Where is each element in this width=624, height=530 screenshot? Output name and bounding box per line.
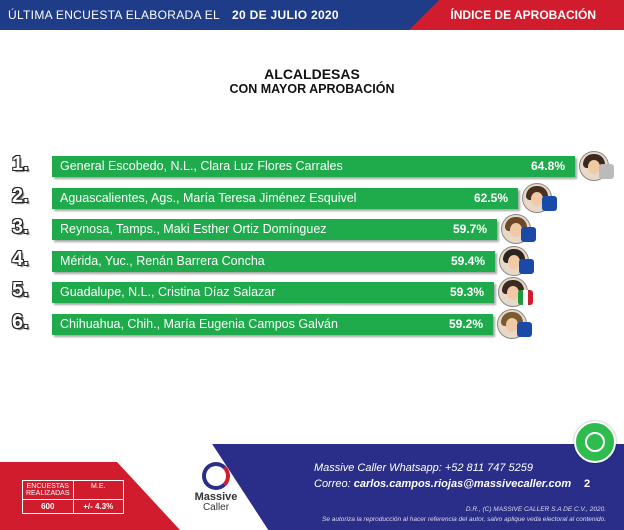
whatsapp-contact: Massive Caller Whatsapp: +52 811 747 525… [314,462,534,474]
rank-number: 5. [12,279,29,301]
party-badge-icon [519,259,534,274]
legal-note: Se autoriza la reproducción al hacer ref… [321,516,606,523]
party-badge-icon [599,164,614,179]
party-badge-icon [518,290,533,305]
survey-date-line: ÚLTIMA ENCUESTA ELABORADA EL 20 DE JULIO … [0,0,428,30]
rank-number: 4. [12,248,29,270]
email-address[interactable]: carlos.campos.riojas@massivecaller.com [353,478,572,490]
bar-label: Reynosa, Tamps., Maki Esther Ortiz Domín… [60,222,327,236]
massive-caller-logo: Massive Caller [186,462,246,513]
party-badge-icon [521,227,536,242]
bar: Reynosa, Tamps., Maki Esther Ortiz Domín… [52,219,497,240]
stats-header-surveys: ENCUESTAS REALIZADAS [25,483,70,497]
bar-value-label: 59.7% [452,222,487,236]
stats-value-margin: +/- 4.3% [72,499,123,513]
survey-date-label: ÚLTIMA ENCUESTA ELABORADA EL [8,8,221,22]
email-label: Correo: [314,478,351,490]
bar-value-label: 59.4% [450,254,485,268]
bar-label: Guadalupe, N.L., Cristina Díaz Salazar [60,285,276,299]
logo-mark-icon [202,462,230,490]
party-badge-icon [542,196,557,211]
rank-number: 1. [12,153,29,175]
approval-index-title: ÍNDICE DE APROBACIÓN [450,8,596,22]
bar: Guadalupe, N.L., Cristina Díaz Salazar 59… [52,282,494,303]
bar: Chihuahua, Chih., María Eugenia Campos G… [52,314,493,335]
bar-value-label: 59.2% [448,317,483,331]
bar: Aguascalientes, Ags., María Teresa Jimén… [52,188,518,209]
chart-subtitle: CON MAYOR APROBACIÓN [229,82,395,96]
survey-date: 20 DE JULIO 2020 [232,8,339,22]
rank-number: 3. [12,216,29,238]
stats-value-surveys: 600 [23,499,73,513]
party-badge-icon [517,322,532,337]
top-banner: ÚLTIMA ENCUESTA ELABORADA EL 20 DE JULIO … [0,0,624,30]
page-number: 2 [584,478,591,490]
logo-name-2: Caller [202,502,230,513]
copyright-text: D.R., (C) MASSIVE CALLER S.A DE C.V., 20… [465,506,606,513]
survey-stats-table: ENCUESTAS REALIZADAS M.E. 600 +/- 4.3% [22,480,124,514]
bar-value-label: 62.5% [473,191,508,205]
bar-label: Chihuahua, Chih., María Eugenia Campos G… [60,317,338,331]
email-contact: Correo: carlos.campos.riojas@massivecall… [314,478,571,490]
bar-label: Mérida, Yuc., Renán Barrera Concha [60,254,265,268]
footer-blue-panel [212,444,624,530]
rank-number: 6. [12,311,29,333]
logo-name: Massive [194,491,238,503]
bar-label: Aguascalientes, Ags., María Teresa Jimén… [60,191,357,205]
chart-title: ALCALDESAS [264,66,360,82]
whatsapp-icon[interactable] [574,421,616,463]
rank-number: 2. [12,185,29,207]
bar-value-label: 59.3% [449,285,484,299]
bar: Mérida, Yuc., Renán Barrera Concha 59.4% [52,251,495,272]
stats-header-margin: M.E. [72,481,124,499]
bar-value-label: 64.8% [530,159,565,173]
banner-red-tab [409,0,624,30]
bar: General Escobedo, N.L., Clara Luz Flores… [52,156,575,177]
bar-label: General Escobedo, N.L., Clara Luz Flores… [60,159,343,173]
